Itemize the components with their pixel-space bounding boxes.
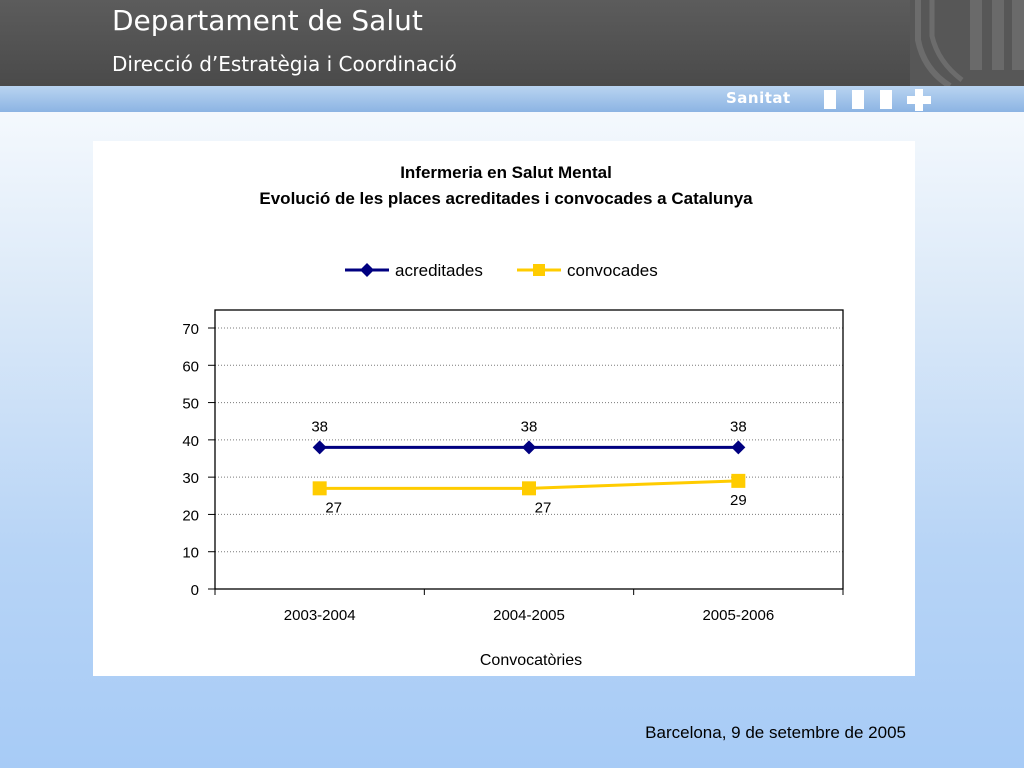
- x-tick-label: 2005-2006: [702, 607, 774, 624]
- x-tick-label: 2003-2004: [284, 607, 356, 624]
- data-point-convocades: [312, 481, 327, 496]
- generalitat-emblem-icon: [910, 0, 1024, 86]
- data-label-convocades: 29: [730, 492, 747, 509]
- y-tick-label: 40: [182, 433, 199, 450]
- x-tick-label: 2004-2005: [493, 607, 565, 624]
- data-point-convocades: [731, 473, 746, 488]
- line-chart: Infermeria en Salut Mental Evolució de l…: [182, 163, 844, 669]
- chart-grid: [215, 327, 843, 553]
- legend-marker-convocades: [533, 264, 545, 276]
- chart-axes: 0 10 20 30 40 50 60 70 2003-2004 2004-2005 2005-20…: [182, 321, 844, 624]
- y-tick-label: 60: [182, 358, 199, 375]
- data-label-convocades: 27: [325, 499, 342, 516]
- chart-series: 38 38 38 27 27 29: [311, 418, 746, 516]
- chart-panel: Infermeria en Salut Mental Evolució de l…: [93, 141, 915, 676]
- page-subtitle: Direcció d’Estratègia i Coordinació: [112, 52, 457, 76]
- header-bar: [0, 0, 1024, 86]
- y-tick-label: 10: [182, 545, 199, 562]
- sanitat-bar-icon: [880, 90, 892, 109]
- y-tick-label: 70: [182, 321, 199, 338]
- data-label-convocades: 27: [535, 499, 552, 516]
- sanitat-bar-icon: [824, 90, 836, 109]
- page-title: Departament de Salut: [112, 4, 423, 37]
- data-label-acreditades: 38: [311, 418, 328, 435]
- x-axis-label: Convocatòries: [480, 652, 582, 669]
- data-label-acreditades: 38: [521, 418, 538, 435]
- legend-marker-acreditades: [360, 263, 374, 277]
- y-tick-label: 30: [182, 470, 199, 487]
- data-point-acreditades: [731, 440, 746, 455]
- sanitat-band: [0, 86, 1024, 112]
- plot-area: [214, 309, 844, 590]
- y-tick-label: 50: [182, 396, 199, 413]
- chart-title: Infermeria en Salut Mental: [400, 163, 612, 182]
- legend-label-convocades: convocades: [567, 261, 658, 280]
- y-tick-label: 0: [191, 582, 199, 599]
- footer-date: Barcelona, 9 de setembre de 2005: [645, 723, 906, 742]
- data-point-convocades: [522, 481, 536, 496]
- data-point-acreditades: [522, 440, 536, 455]
- sanitat-cross-icon: [907, 89, 931, 111]
- data-point-acreditades: [312, 440, 327, 455]
- chart-subtitle: Evolució de les places acreditades i con…: [259, 189, 753, 208]
- legend-label-acreditades: acreditades: [395, 261, 483, 280]
- y-tick-label: 20: [182, 507, 199, 524]
- band-label: Sanitat: [726, 89, 791, 107]
- data-label-acreditades: 38: [730, 418, 747, 435]
- sanitat-bar-icon: [852, 90, 864, 109]
- chart-legend: acreditades convocades: [345, 261, 658, 280]
